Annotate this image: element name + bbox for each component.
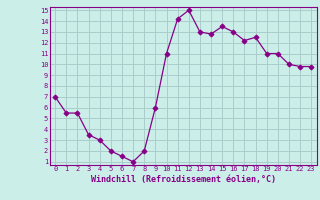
X-axis label: Windchill (Refroidissement éolien,°C): Windchill (Refroidissement éolien,°C) — [91, 175, 276, 184]
